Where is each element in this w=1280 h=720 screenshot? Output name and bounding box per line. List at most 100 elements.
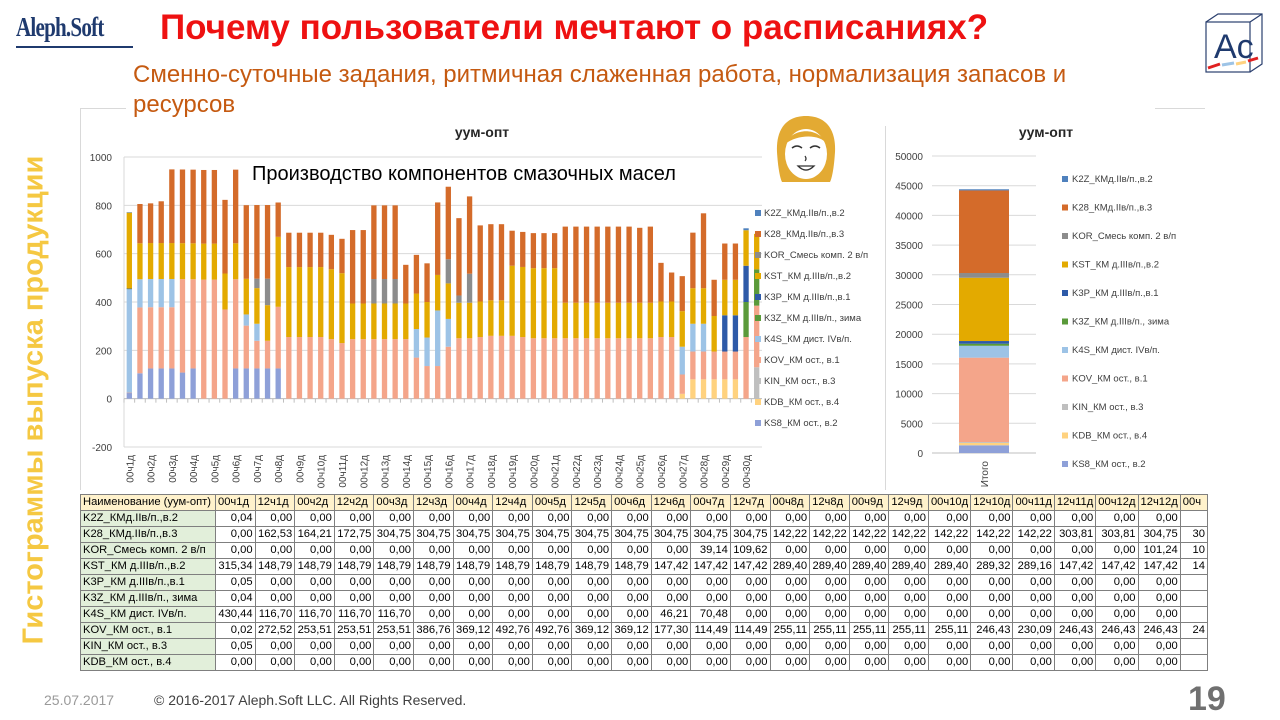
value-cell[interactable]: 0,00 [888,654,929,671]
value-cell[interactable]: 24 [1179,622,1208,639]
value-cell[interactable]: 0,00 [848,542,890,559]
value-cell[interactable]: 0,00 [492,510,533,527]
value-cell[interactable]: 0,00 [888,542,929,559]
row-label-cell[interactable]: K3Z_КМ д.IIIв/п., зима [80,590,216,607]
value-cell[interactable]: 0,00 [650,574,692,591]
value-cell[interactable]: 30 [1179,526,1208,543]
value-cell[interactable]: 304,75 [650,526,692,543]
value-cell[interactable]: 0,00 [729,654,771,671]
value-cell[interactable]: 0,00 [492,606,533,623]
value-cell[interactable]: 0,00 [1095,654,1139,671]
value-cell[interactable]: 0,00 [254,590,296,607]
value-cell[interactable]: 0,00 [769,510,811,527]
value-cell[interactable]: 0,00 [729,590,771,607]
value-cell[interactable]: 0,00 [492,590,533,607]
value-cell[interactable]: 289,32 [970,558,1014,575]
value-cell[interactable]: 0,00 [333,574,375,591]
value-cell[interactable]: 0,00 [413,542,454,559]
value-cell[interactable]: 0,00 [373,638,415,655]
value-cell[interactable]: 0,00 [1095,510,1139,527]
value-cell[interactable]: 0,00 [254,542,296,559]
value-cell[interactable]: 0,04 [214,510,256,527]
column-header[interactable]: 00ч3д [373,494,415,511]
value-cell[interactable]: 177,30 [650,622,692,639]
column-header[interactable]: 00ч11д [1012,494,1055,511]
value-cell[interactable]: 0,00 [611,654,652,671]
value-cell[interactable]: 148,79 [492,558,533,575]
column-header[interactable]: 00ч1д [214,494,256,511]
value-cell[interactable]: 148,79 [531,558,573,575]
value-cell[interactable]: 0,00 [571,606,613,623]
value-cell[interactable]: 0,00 [690,510,731,527]
value-cell[interactable]: 253,51 [333,622,375,639]
value-cell[interactable]: 142,22 [927,526,972,543]
value-cell[interactable]: 0,00 [888,590,929,607]
value-cell[interactable]: 0,00 [927,574,972,591]
value-cell[interactable] [1179,510,1208,527]
value-cell[interactable]: 0,00 [927,590,972,607]
value-cell[interactable]: 0,00 [888,606,929,623]
value-cell[interactable]: 0,00 [809,542,850,559]
value-cell[interactable]: 142,22 [848,526,890,543]
column-header[interactable]: 00ч10д [927,494,972,511]
value-cell[interactable]: 255,11 [888,622,929,639]
value-cell[interactable]: 0,00 [970,542,1014,559]
value-cell[interactable]: 0,00 [373,574,415,591]
value-cell[interactable]: 0,00 [729,606,771,623]
value-cell[interactable]: 253,51 [294,622,335,639]
value-cell[interactable]: 116,70 [254,606,296,623]
value-cell[interactable]: 116,70 [294,606,335,623]
value-cell[interactable]: 246,43 [1137,622,1181,639]
value-cell[interactable] [1179,638,1208,655]
value-cell[interactable]: 0,00 [531,638,573,655]
value-cell[interactable]: 304,75 [729,526,771,543]
value-cell[interactable]: 289,40 [927,558,972,575]
value-cell[interactable]: 147,42 [650,558,692,575]
value-cell[interactable]: 0,00 [848,638,890,655]
value-cell[interactable]: 0,00 [413,638,454,655]
value-cell[interactable]: 0,00 [1053,574,1097,591]
value-cell[interactable]: 0,00 [571,574,613,591]
value-cell[interactable]: 0,00 [1053,590,1097,607]
value-cell[interactable]: 246,43 [970,622,1014,639]
value-cell[interactable] [1179,606,1208,623]
value-cell[interactable]: 0,00 [452,590,494,607]
value-cell[interactable]: 0,00 [413,590,454,607]
value-cell[interactable]: 142,22 [809,526,850,543]
column-header[interactable]: 12ч8д [809,494,850,511]
value-cell[interactable]: 0,00 [1012,654,1055,671]
column-header-name[interactable]: Наименование (уум-опт) [80,494,216,511]
value-cell[interactable]: 0,00 [373,654,415,671]
value-cell[interactable]: 142,22 [970,526,1014,543]
value-cell[interactable]: 0,00 [729,574,771,591]
value-cell[interactable]: 0,00 [769,638,811,655]
value-cell[interactable]: 0,00 [690,590,731,607]
value-cell[interactable]: 272,52 [254,622,296,639]
value-cell[interactable]: 0,00 [452,654,494,671]
value-cell[interactable]: 142,22 [888,526,929,543]
value-cell[interactable]: 0,00 [611,590,652,607]
row-label-cell[interactable]: KOV_КМ ост., в.1 [80,622,216,639]
value-cell[interactable]: 0,00 [333,542,375,559]
value-cell[interactable]: 0,05 [214,574,256,591]
value-cell[interactable]: 0,00 [531,590,573,607]
value-cell[interactable]: 0,00 [294,638,335,655]
value-cell[interactable]: 0,00 [650,590,692,607]
value-cell[interactable]: 0,00 [927,654,972,671]
value-cell[interactable]: 0,00 [848,606,890,623]
value-cell[interactable]: 0,00 [452,542,494,559]
value-cell[interactable]: 0,00 [848,510,890,527]
column-header[interactable]: 12ч11д [1053,494,1097,511]
value-cell[interactable]: 0,00 [294,542,335,559]
value-cell[interactable]: 369,12 [571,622,613,639]
value-cell[interactable]: 148,79 [333,558,375,575]
value-cell[interactable]: 0,00 [1012,638,1055,655]
value-cell[interactable]: 430,44 [214,606,256,623]
value-cell[interactable]: 116,70 [373,606,415,623]
value-cell[interactable]: 148,79 [373,558,415,575]
value-cell[interactable]: 0,00 [214,526,256,543]
value-cell[interactable]: 14 [1179,558,1208,575]
value-cell[interactable]: 0,00 [571,654,613,671]
value-cell[interactable]: 0,00 [809,654,850,671]
column-header[interactable]: 00ч9д [848,494,890,511]
